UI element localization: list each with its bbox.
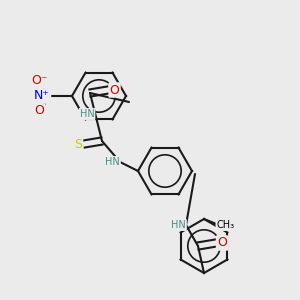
Text: N⁺: N⁺ xyxy=(34,89,50,103)
Text: S: S xyxy=(74,137,82,151)
Text: O: O xyxy=(34,104,44,118)
Text: CH₃: CH₃ xyxy=(217,220,235,230)
Text: HN: HN xyxy=(171,220,186,230)
Text: HN: HN xyxy=(80,109,94,119)
Text: O: O xyxy=(217,236,227,250)
Text: HN: HN xyxy=(105,157,120,167)
Text: O⁻: O⁻ xyxy=(31,74,47,88)
Text: O: O xyxy=(110,83,119,97)
